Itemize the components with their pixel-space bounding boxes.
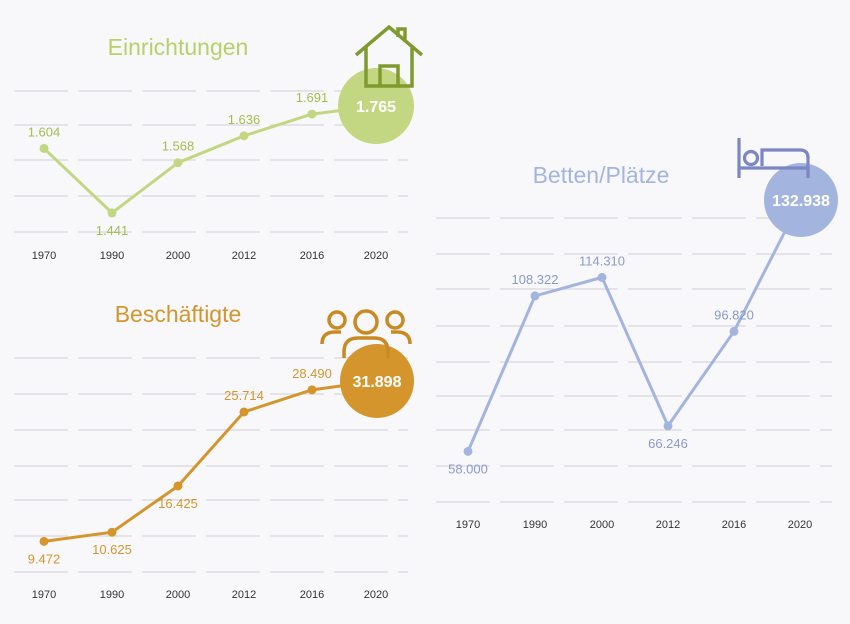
x-tick-label: 2016 (722, 519, 746, 531)
x-tick-label: 2000 (166, 589, 190, 601)
data-point (239, 407, 249, 417)
data-label: 108.322 (512, 272, 559, 287)
chart-einrichtungen: Einrichtungen 1.6041.4411.5681.6361.6911… (14, 24, 424, 262)
data-label: 114.310 (579, 253, 625, 268)
chart-title-einrichtungen: Einrichtungen (108, 34, 249, 60)
data-label: 1.636 (228, 112, 261, 127)
x-tick-label: 2000 (166, 250, 190, 262)
x-tick-label: 1990 (523, 519, 547, 531)
series-betten-plaetze: 58.000 108.322 114.310 66.246 96.820 132.938 1… (448, 163, 838, 531)
x-tick-label: 2016 (300, 589, 324, 601)
data-point (39, 536, 49, 546)
data-point (530, 291, 540, 301)
data-point (597, 272, 607, 282)
data-label: 28.490 (292, 366, 332, 381)
chart-betten-plaetze: Betten/Plätze 58.000 108.322 114.310 66.246… (436, 138, 838, 531)
data-label: 1.604 (28, 124, 61, 139)
series-line (42, 379, 379, 543)
highlight-bubble (764, 163, 838, 237)
data-label: 1.765 (356, 99, 396, 116)
data-label: 66.246 (648, 436, 688, 451)
data-point (39, 143, 49, 153)
data-label: 25.714 (224, 388, 264, 403)
data-label: 16.425 (158, 496, 198, 511)
x-tick-label: 1970 (32, 589, 56, 601)
gridlines-betten-plaetze (436, 217, 832, 503)
x-tick-label: 1970 (456, 519, 480, 531)
data-point (239, 131, 249, 141)
highlight-bubble (340, 344, 414, 418)
x-tick-label: 2020 (788, 519, 812, 531)
chart-title-beschaeftigte: Beschäftigte (115, 301, 242, 327)
data-label: 58.000 (448, 461, 488, 476)
data-label: 9.472 (28, 551, 61, 566)
data-point (173, 481, 183, 491)
data-point (107, 208, 117, 218)
data-label: 1.568 (162, 139, 195, 154)
x-tick-label: 1990 (100, 250, 124, 262)
data-label: 96.820 (714, 307, 754, 322)
data-point (173, 158, 183, 168)
people-group-icon (320, 309, 412, 358)
x-tick-label: 2016 (300, 250, 324, 262)
series-line (42, 104, 378, 215)
data-label: 10.625 (92, 542, 132, 557)
x-tick-label: 2012 (232, 250, 256, 262)
bed-icon (737, 138, 810, 178)
data-label: 1.441 (96, 223, 129, 238)
chart-beschaeftigte: Beschäftigte 9.472 10.625 16.425 25.714 28.4… (14, 301, 414, 601)
series-einrichtungen: 1.604 1.441 1.568 1.636 1.691 1.765 1970 1990 20… (28, 68, 414, 262)
x-tick-label: 1990 (100, 589, 124, 601)
data-point (307, 385, 317, 395)
x-tick-label: 2020 (364, 589, 388, 601)
series-beschaeftigte: 9.472 10.625 16.425 25.714 28.490 31.898 1970 1… (28, 344, 414, 601)
data-point (663, 421, 673, 431)
data-label: 132.938 (772, 193, 830, 210)
series-line (466, 198, 803, 453)
data-point (729, 326, 739, 336)
x-tick-label: 2012 (656, 519, 680, 531)
data-point (463, 446, 473, 456)
data-label: 1.691 (296, 90, 329, 105)
x-tick-label: 1970 (32, 250, 56, 262)
x-tick-label: 2020 (364, 250, 388, 262)
data-point (107, 527, 117, 537)
chart-title-betten-plaetze: Betten/Plätze (533, 162, 670, 188)
house-icon (354, 24, 424, 88)
data-point (307, 109, 317, 119)
x-tick-label: 2012 (232, 589, 256, 601)
x-tick-label: 2000 (590, 519, 614, 531)
data-label: 31.898 (353, 374, 402, 391)
